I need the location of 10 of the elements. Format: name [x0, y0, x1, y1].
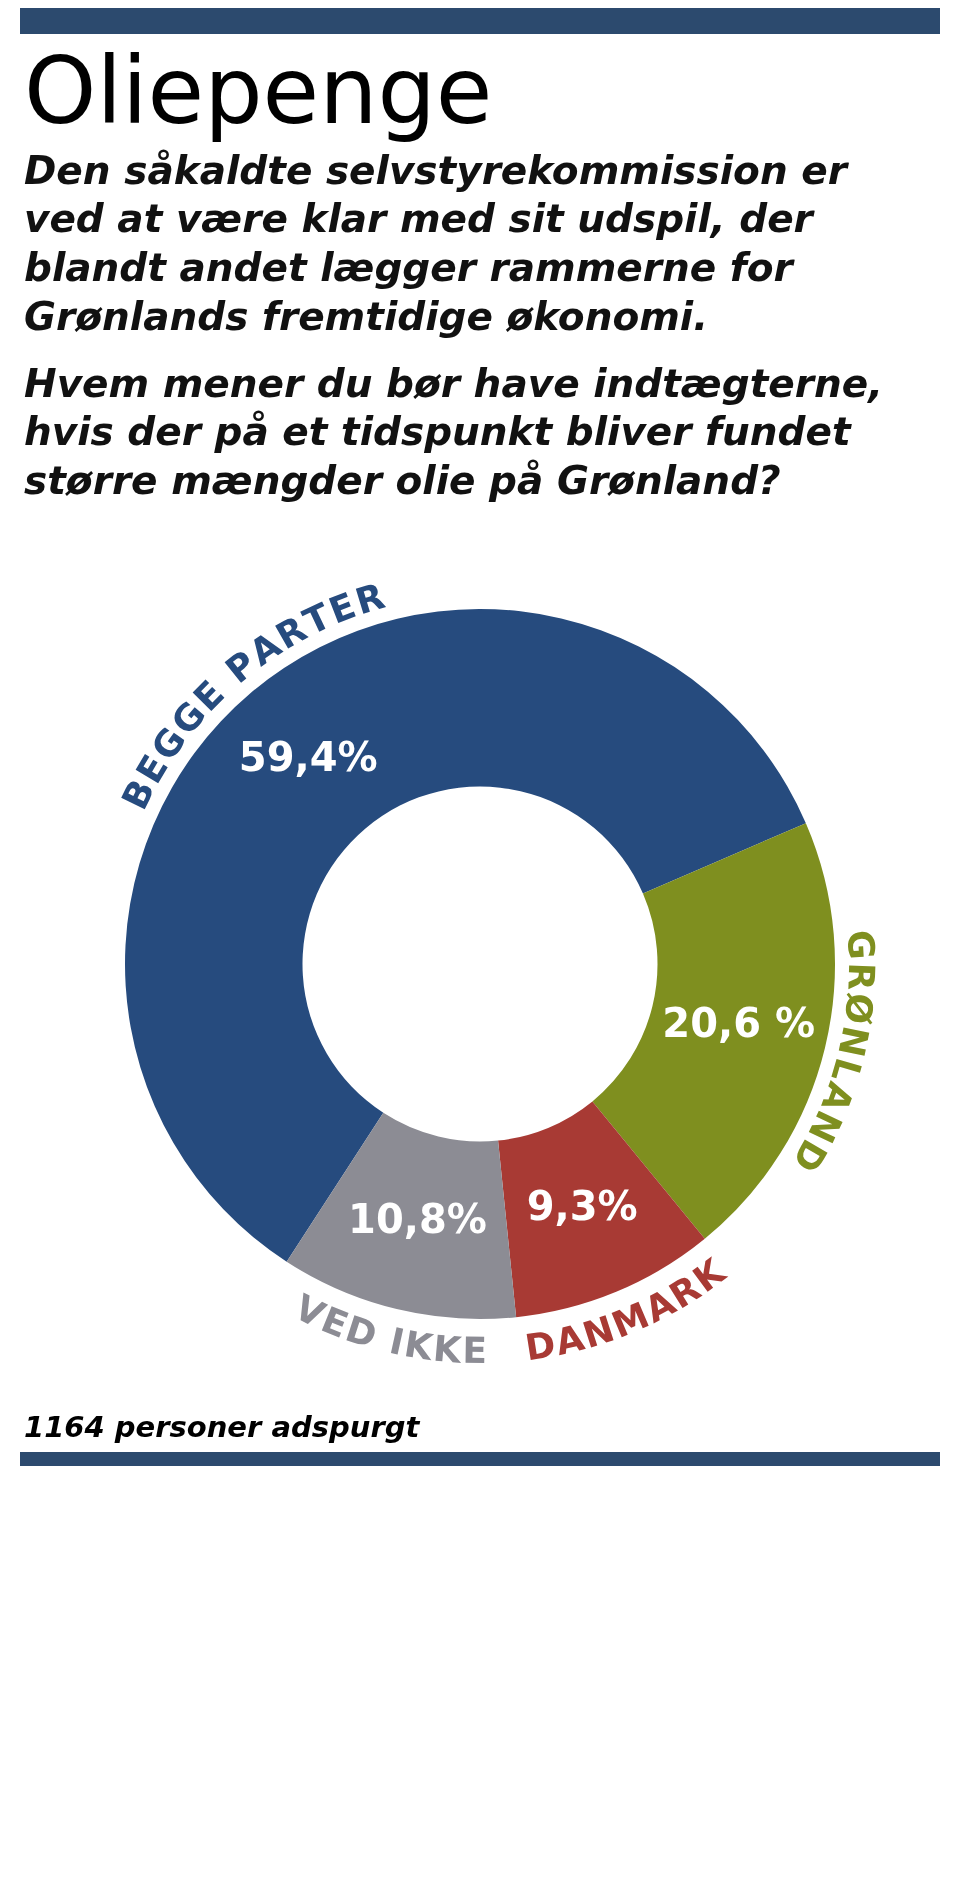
data-label: 10,8%	[348, 1196, 487, 1243]
slice-label: VED IKKE	[288, 1286, 488, 1371]
data-label: 9,3%	[526, 1183, 638, 1230]
data-label: 20,6 %	[662, 1000, 816, 1047]
text: 1164 personer adspurgt	[24, 1409, 421, 1444]
text: Hvem mener du bør have indtægterne, hvis der på et tidspunkt bliver fundet større mængder olie på Grønland?	[24, 359, 884, 506]
chart-title: Oliepenge	[24, 38, 494, 145]
data-label: 59,4%	[238, 733, 378, 780]
chart-subtitle: Den såkaldte selvstyrekommission er ved at være klar med sit udspil, der blandt andet lægger rammerne for Grønlands fremtidige økonomi.	[24, 146, 850, 341]
slice-label: DANMARK	[522, 1249, 734, 1369]
